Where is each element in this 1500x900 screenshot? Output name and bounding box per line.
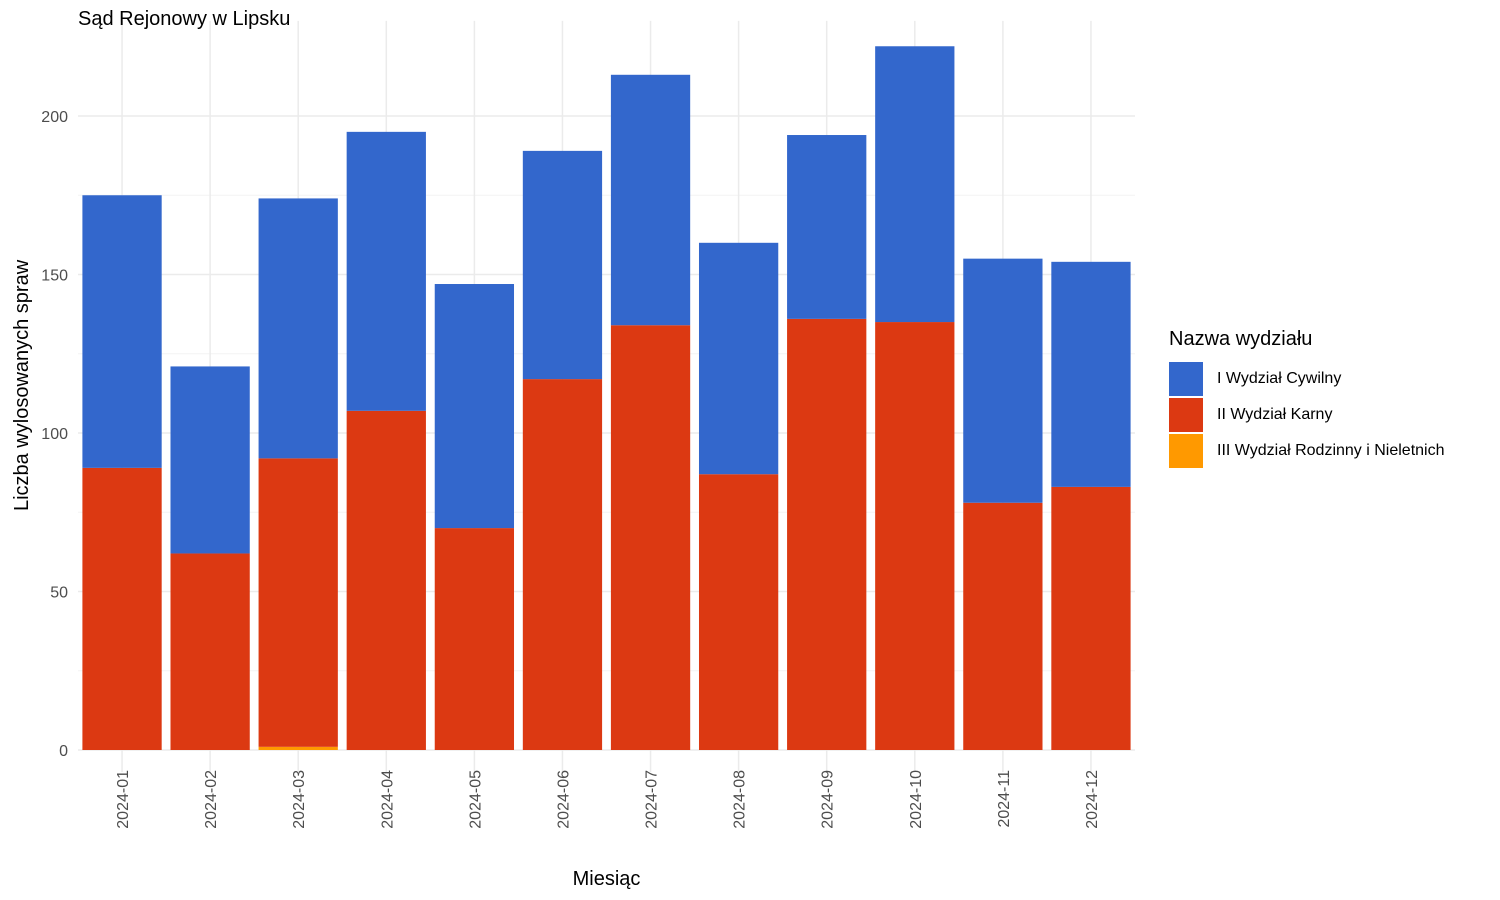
legend-swatch: [1169, 434, 1203, 468]
legend: Nazwa wydziału I Wydział Cywilny II Wydzi…: [1169, 328, 1445, 469]
x-tick-label: 2024-02: [203, 770, 220, 829]
bar-segment: [787, 318, 867, 750]
bar-segment: [258, 746, 338, 750]
bar-segment: [875, 322, 955, 750]
bar-segment: [346, 131, 426, 411]
legend-item: I Wydział Cywilny: [1169, 361, 1445, 397]
x-tick-label: 2024-06: [555, 770, 572, 829]
bar-segment: [875, 46, 955, 323]
bar-segment: [963, 502, 1043, 750]
x-tick-label: 2024-09: [820, 770, 837, 829]
bar-segment: [258, 458, 338, 747]
bar-segment: [82, 195, 162, 468]
bar-segment: [170, 366, 250, 554]
x-tick-label: 2024-03: [291, 770, 308, 829]
x-tick-label: 2024-04: [379, 770, 396, 829]
bar-segment: [963, 258, 1043, 503]
y-tick-label: 150: [41, 268, 68, 285]
legend-label: I Wydział Cywilny: [1217, 370, 1342, 387]
bar-segment: [1051, 261, 1131, 487]
bar-segment: [1051, 486, 1131, 750]
x-tick-label: 2024-08: [732, 770, 749, 829]
x-tick-label: 2024-07: [644, 770, 661, 829]
y-tick-label: 50: [50, 585, 68, 602]
legend-title: Nazwa wydziału: [1169, 328, 1313, 350]
x-axis-title: Miesiąc: [573, 868, 641, 890]
bar-segment: [522, 150, 603, 380]
x-tick-label: 2024-05: [467, 770, 484, 829]
x-tick-label: 2024-11: [996, 770, 1013, 828]
bar-segment: [610, 74, 691, 326]
legend-label: III Wydział Rodzinny i Nieletnich: [1217, 442, 1445, 459]
legend-label: II Wydział Karny: [1217, 406, 1333, 423]
y-tick-label: 200: [41, 109, 68, 126]
bar-segment: [258, 198, 338, 459]
bar-segment: [698, 474, 779, 750]
legend-swatch: [1169, 398, 1203, 432]
bar-segment: [346, 410, 426, 750]
bar-segment: [170, 553, 250, 750]
bar-segment: [82, 467, 162, 750]
chart-title: Sąd Rejonowy w Lipsku: [78, 8, 291, 30]
bar-segment: [434, 528, 515, 750]
x-tick-label: 2024-10: [908, 770, 925, 829]
y-tick-label: 100: [41, 426, 68, 443]
y-tick-label: 0: [59, 743, 68, 760]
bar-segment: [434, 284, 515, 529]
legend-swatch: [1169, 362, 1203, 396]
x-tick-label: 2024-12: [1084, 770, 1101, 829]
bar-segment: [698, 242, 779, 475]
y-axis-title: Liczba wylosowanych spraw: [11, 259, 33, 511]
legend-item: III Wydział Rodzinny i Nieletnich: [1169, 433, 1445, 469]
bar-segment: [610, 325, 691, 750]
x-tick-label: 2024-01: [115, 770, 132, 829]
bar-segment: [787, 135, 867, 319]
legend-items: I Wydział Cywilny II Wydział Karny III Wyd…: [1169, 361, 1445, 469]
legend-item: II Wydział Karny: [1169, 397, 1445, 433]
bar-segment: [522, 379, 603, 750]
